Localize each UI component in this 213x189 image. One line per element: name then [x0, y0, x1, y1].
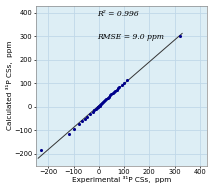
Point — [81, 119, 84, 122]
Point — [98, 104, 101, 107]
Point — [95, 107, 98, 110]
Point — [106, 96, 109, 99]
Text: RMSE = 9.0 ppm: RMSE = 9.0 ppm — [98, 33, 164, 41]
Point — [104, 98, 107, 101]
Point — [96, 105, 100, 108]
Point — [125, 79, 128, 82]
Point — [99, 102, 102, 105]
Point — [178, 35, 181, 38]
Point — [101, 101, 104, 104]
Point — [108, 94, 112, 97]
Point — [97, 105, 101, 108]
Point — [122, 81, 126, 84]
Point — [86, 115, 89, 118]
Point — [72, 128, 75, 131]
Y-axis label: Calculated ³¹P CSs,  ppm: Calculated ³¹P CSs, ppm — [6, 41, 13, 130]
Point — [96, 106, 99, 109]
Point — [67, 132, 70, 135]
X-axis label: Experimental ³¹P CSs,  ppm: Experimental ³¹P CSs, ppm — [72, 177, 171, 184]
Point — [117, 86, 121, 89]
Point — [111, 92, 114, 95]
Point — [115, 88, 118, 91]
Point — [98, 103, 102, 106]
Point — [110, 93, 113, 96]
Point — [102, 100, 106, 103]
Point — [91, 110, 94, 113]
Point — [77, 123, 80, 126]
Text: R² = 0.996: R² = 0.996 — [98, 10, 139, 18]
Point — [120, 83, 123, 86]
Point — [112, 90, 116, 93]
Point — [93, 109, 96, 112]
Point — [107, 95, 111, 98]
Point — [114, 89, 117, 92]
Point — [100, 101, 104, 105]
Point — [116, 87, 119, 90]
Point — [88, 113, 92, 116]
Point — [39, 149, 42, 152]
Point — [94, 108, 98, 111]
Point — [105, 98, 108, 101]
Point — [83, 118, 87, 121]
